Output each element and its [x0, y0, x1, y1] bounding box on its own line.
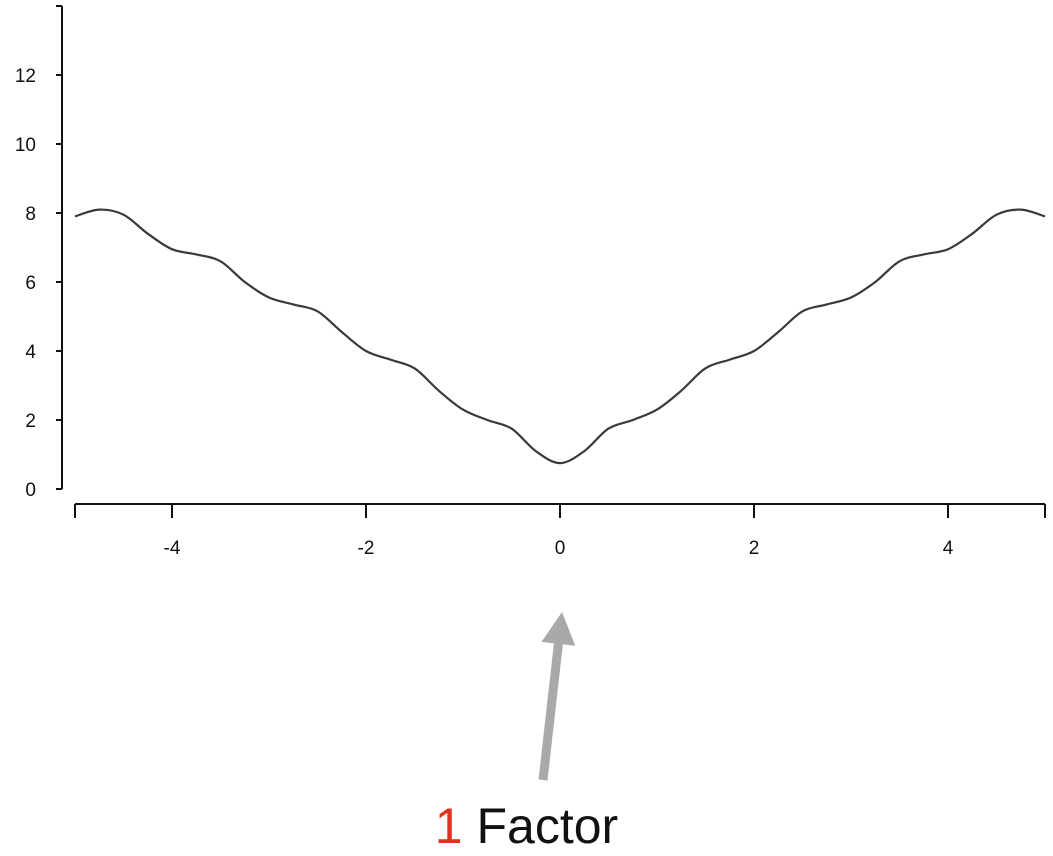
annotation-arrow-shaft: [538, 641, 564, 781]
y-tick-label: 8: [25, 204, 36, 225]
y-tick-label: 0: [25, 480, 36, 501]
x-tick-label: 4: [943, 538, 954, 559]
x-tick-label: -2: [358, 538, 375, 559]
y-tick-label: 2: [25, 411, 36, 432]
x-axis: -4 -2 0 2 4: [74, 503, 1046, 559]
x-tick-label: 0: [555, 538, 566, 559]
y-tick-label: 10: [15, 135, 36, 156]
annotation-arrow-head: [541, 612, 576, 646]
y-tick-label: 4: [25, 342, 36, 363]
y-tick-label: 12: [15, 66, 36, 87]
caption: 1 Factor: [0, 796, 1053, 856]
x-tick-label: 2: [749, 538, 760, 559]
y-axis: 0 2 4 6 8 10 12: [15, 5, 63, 501]
annotation-layer: [538, 612, 576, 781]
x-tick-label: -4: [164, 538, 181, 559]
y-tick-label: 6: [25, 273, 36, 294]
caption-number: 1: [434, 798, 463, 854]
series-line: [74, 208, 1046, 465]
series-layer: [74, 208, 1046, 465]
caption-text: Factor: [476, 798, 619, 854]
